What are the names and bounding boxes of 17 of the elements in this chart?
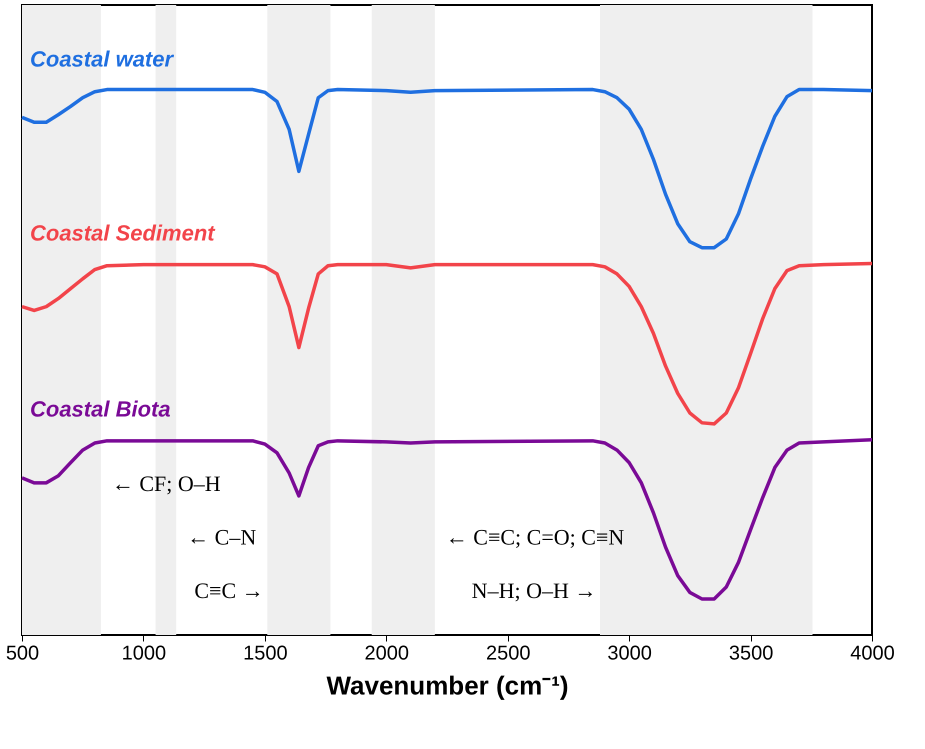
band-label: N–H; O–H → (472, 578, 596, 603)
x-tick-label: 2000 (364, 642, 410, 664)
series-label: Coastal Sediment (30, 220, 216, 246)
x-tick-label: 4000 (850, 642, 895, 664)
band-label: ← C≡C; C=O; C≡N (446, 524, 624, 550)
x-axis-title: Wavenumber (cm⁻¹) (326, 670, 569, 700)
x-tick-label: 500 (6, 642, 40, 664)
band-label: C≡C → (194, 578, 264, 603)
band-label: ← C–N (187, 524, 256, 550)
x-tick-label: 3500 (728, 642, 774, 664)
x-tick-label: 2500 (486, 642, 530, 664)
series-label: Coastal Biota (30, 396, 171, 422)
series-label: Coastal water (30, 46, 174, 72)
x-tick-label: 1500 (243, 642, 288, 664)
x-tick-label: 3000 (607, 642, 652, 664)
x-tick-label: 1000 (122, 642, 166, 664)
band-label: ← CF; O–H (112, 470, 221, 496)
